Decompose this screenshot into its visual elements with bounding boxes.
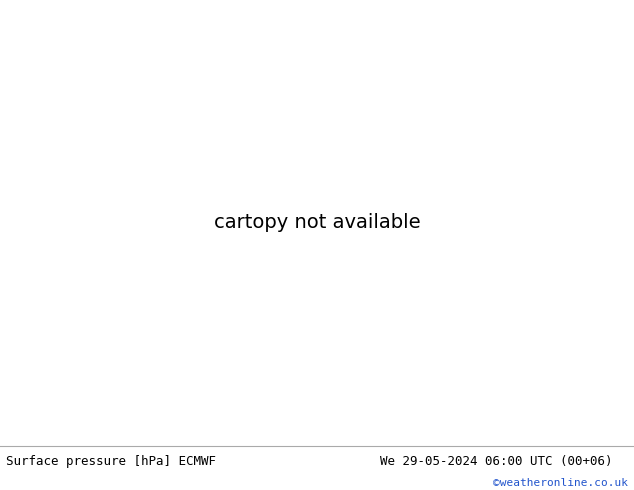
Text: Surface pressure [hPa] ECMWF: Surface pressure [hPa] ECMWF (6, 455, 216, 468)
Text: cartopy not available: cartopy not available (214, 214, 420, 232)
Text: ©weatheronline.co.uk: ©weatheronline.co.uk (493, 478, 628, 489)
Text: We 29-05-2024 06:00 UTC (00+06): We 29-05-2024 06:00 UTC (00+06) (380, 455, 613, 468)
